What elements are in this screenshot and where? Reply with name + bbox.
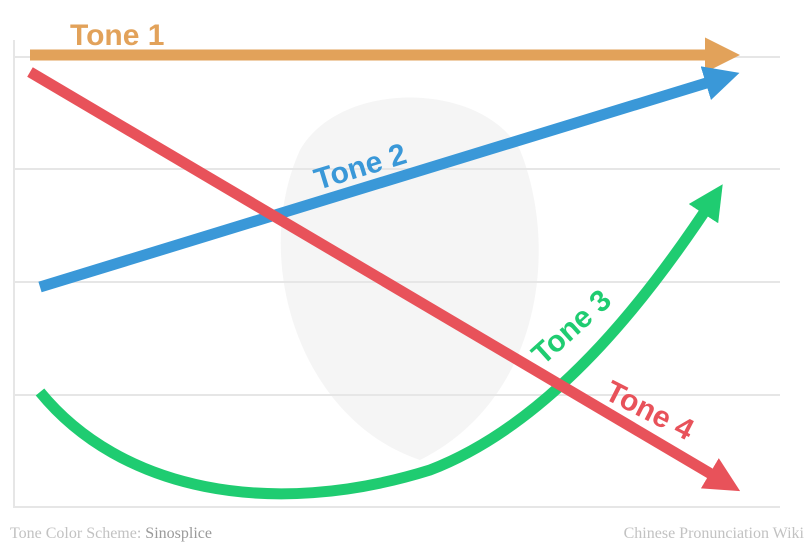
tone-3-arrow [35,184,723,500]
footer-source: Chinese Pronunciation Wiki [623,525,804,542]
tone-2-arrow [38,66,740,293]
tone-3-label: Tone 3 [526,283,618,371]
footer-credit-prefix: Tone Color Scheme: [10,525,146,542]
tone-4-arrow [27,67,741,492]
footer-credit-brand: Sinosplice [145,525,212,542]
footer-credit: Tone Color Scheme: Sinosplice [10,525,212,543]
tone-1-label: Tone 1 [70,19,164,52]
